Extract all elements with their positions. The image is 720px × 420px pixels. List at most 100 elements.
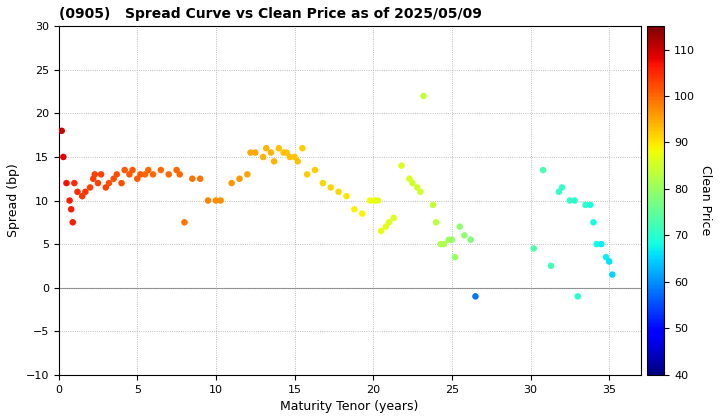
Point — [407, 180, 418, 186]
Point — [80, 189, 91, 195]
X-axis label: Maturity Tenor (years): Maturity Tenor (years) — [280, 400, 419, 413]
Point — [273, 145, 284, 152]
Point — [333, 189, 344, 195]
Point — [127, 167, 138, 173]
Point — [124, 171, 135, 178]
Point — [108, 176, 120, 182]
Point — [84, 184, 96, 191]
Point — [56, 127, 68, 134]
Point — [257, 154, 269, 160]
Point — [449, 254, 461, 260]
Point — [341, 193, 352, 199]
Point — [603, 258, 615, 265]
Point — [588, 219, 599, 226]
Point — [278, 149, 289, 156]
Point — [215, 197, 226, 204]
Point — [103, 180, 114, 186]
Point — [261, 145, 272, 152]
Point — [438, 241, 450, 247]
Point — [564, 197, 575, 204]
Point — [234, 176, 246, 182]
Point — [364, 197, 376, 204]
Point — [580, 202, 591, 208]
Point — [72, 189, 84, 195]
Point — [119, 167, 130, 173]
Point — [292, 158, 303, 165]
Point — [606, 271, 618, 278]
Point — [163, 171, 174, 178]
Point — [418, 93, 429, 100]
Point — [388, 215, 400, 221]
Point — [171, 167, 182, 173]
Point — [369, 197, 381, 204]
Point — [269, 158, 280, 165]
Point — [396, 162, 408, 169]
Point — [528, 245, 539, 252]
Point — [135, 171, 146, 178]
Point — [245, 149, 256, 156]
Point — [427, 202, 438, 208]
Point — [404, 176, 415, 182]
Point — [415, 189, 426, 195]
Point — [325, 184, 336, 191]
Point — [92, 180, 104, 186]
Point — [317, 180, 328, 186]
Point — [297, 145, 308, 152]
Point — [585, 202, 596, 208]
Point — [465, 236, 477, 243]
Point — [68, 180, 80, 186]
Point — [226, 180, 238, 186]
Point — [155, 167, 166, 173]
Point — [383, 219, 395, 226]
Point — [380, 223, 392, 230]
Point — [147, 171, 158, 178]
Y-axis label: Clean Price: Clean Price — [698, 165, 711, 236]
Point — [140, 171, 151, 178]
Point — [67, 219, 78, 226]
Point — [58, 154, 69, 160]
Point — [446, 236, 458, 243]
Point — [242, 171, 253, 178]
Point — [595, 241, 607, 247]
Point — [469, 293, 481, 300]
Point — [132, 176, 143, 182]
Point — [249, 149, 261, 156]
Point — [572, 293, 583, 300]
Point — [64, 197, 76, 204]
Text: (0905)   Spread Curve vs Clean Price as of 2025/05/09: (0905) Spread Curve vs Clean Price as of… — [58, 7, 482, 21]
Point — [210, 197, 222, 204]
Point — [95, 171, 107, 178]
Point — [289, 154, 300, 160]
Point — [557, 184, 568, 191]
Point — [186, 176, 198, 182]
Point — [431, 219, 442, 226]
Point — [281, 149, 292, 156]
Point — [179, 219, 190, 226]
Point — [265, 149, 276, 156]
Point — [435, 241, 446, 247]
Point — [537, 167, 549, 173]
Point — [116, 180, 127, 186]
Point — [375, 228, 387, 234]
Point — [174, 171, 186, 178]
Point — [66, 206, 77, 213]
Point — [87, 176, 99, 182]
Point — [591, 241, 603, 247]
Point — [111, 171, 122, 178]
Point — [356, 210, 368, 217]
Point — [202, 197, 214, 204]
Point — [143, 167, 154, 173]
Y-axis label: Spread (bp): Spread (bp) — [7, 164, 20, 237]
Point — [372, 197, 384, 204]
Point — [454, 223, 466, 230]
Point — [600, 254, 612, 260]
Point — [194, 176, 206, 182]
Point — [302, 171, 313, 178]
Point — [569, 197, 580, 204]
Point — [89, 171, 101, 178]
Point — [60, 180, 72, 186]
Point — [348, 206, 360, 213]
Point — [284, 154, 296, 160]
Point — [412, 184, 423, 191]
Point — [310, 167, 321, 173]
